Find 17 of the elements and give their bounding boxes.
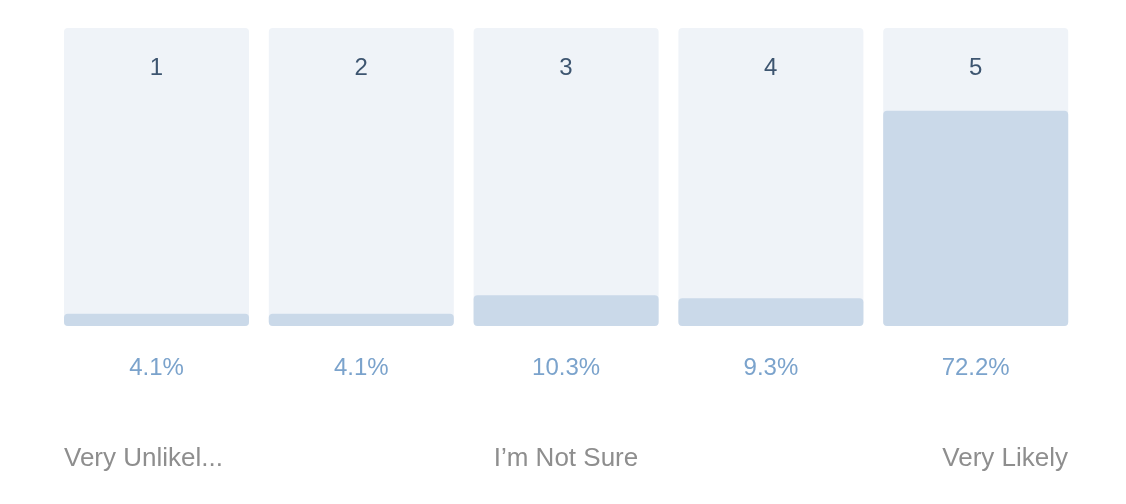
data-label: 72.2%	[941, 353, 1010, 380]
bar	[64, 313, 249, 326]
text: Very Likely	[942, 442, 1068, 473]
data-label: 4.1%	[333, 353, 389, 380]
data-label: 10.3%	[532, 353, 601, 380]
x-tick-label: 5	[968, 53, 983, 80]
bar	[268, 313, 454, 326]
bar	[678, 298, 864, 326]
text: Very Unlikel...	[64, 442, 223, 473]
data-label: 9.3%	[743, 353, 799, 380]
x-tick-label: 2	[354, 53, 368, 80]
x-tick-label: 3	[559, 53, 573, 80]
text: I’m Not Sure	[492, 442, 640, 473]
x-tick-label: 1	[149, 53, 164, 80]
x-tick-label: 4	[764, 53, 778, 80]
data-label: 4.1%	[129, 353, 184, 380]
bar	[473, 295, 659, 326]
